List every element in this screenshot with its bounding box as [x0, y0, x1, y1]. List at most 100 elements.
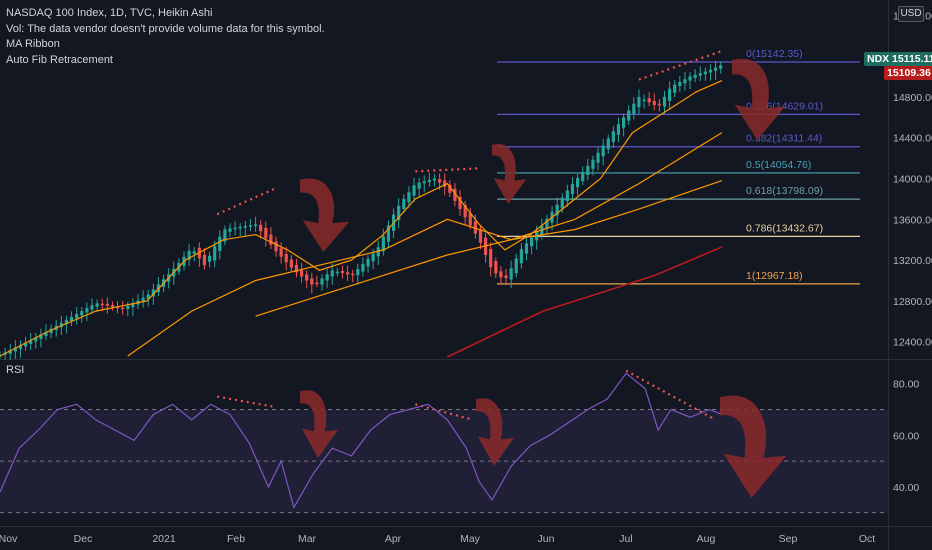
down-arrow-icon	[732, 58, 786, 140]
time-tick-label: Feb	[227, 533, 245, 545]
candle-body	[478, 229, 483, 243]
candle-body	[13, 347, 17, 352]
candle-body	[473, 221, 477, 234]
arrow-shape	[720, 395, 787, 498]
candle-body	[126, 305, 130, 309]
candle-body	[565, 190, 569, 202]
candle-body	[714, 67, 718, 71]
candle-body	[233, 227, 237, 230]
candle-body	[402, 198, 406, 210]
legend-symbol[interactable]: NASDAQ 100 Index, 1D, TVC, Heikin Ashi	[6, 7, 213, 19]
candle-body	[427, 179, 431, 182]
legend-ma-ribbon[interactable]: MA Ribbon	[6, 38, 60, 50]
arrow-shape	[492, 144, 527, 204]
price-tick-label: 12800.00	[893, 296, 932, 308]
candle-body	[504, 275, 508, 279]
candle-body	[519, 249, 523, 264]
candle-body	[90, 305, 94, 310]
down-arrow-icon	[300, 390, 338, 458]
candle-body	[652, 100, 656, 106]
price-divergence-line	[216, 187, 276, 216]
candle-body	[458, 196, 462, 210]
candle-body	[100, 303, 104, 306]
candle-body	[703, 71, 707, 75]
candle-body	[545, 219, 549, 229]
ma-mid-line	[127, 132, 723, 357]
candle-body	[688, 76, 692, 81]
candle-body	[708, 69, 713, 73]
candle-body	[284, 253, 288, 263]
candle-body	[238, 226, 242, 229]
ma-mid2-line	[255, 180, 723, 317]
arrow-shape	[300, 390, 338, 458]
candle-body	[453, 188, 457, 201]
rsi-line	[0, 372, 723, 510]
candle-body	[698, 73, 702, 76]
time-tick-label: 2021	[152, 533, 176, 545]
candle-body	[560, 197, 564, 209]
price-tick-label: 14800.00	[893, 92, 932, 104]
candle-body	[606, 138, 610, 150]
rsi-tick-label: 60.00	[893, 430, 919, 442]
time-tick-label: May	[460, 533, 481, 545]
candle-body	[489, 248, 493, 268]
candle-body	[596, 152, 600, 163]
candle-body	[366, 258, 370, 267]
arrow-shape	[476, 398, 514, 466]
time-tick-label: Dec	[74, 533, 93, 545]
time-tick-label: Jul	[619, 533, 632, 545]
candle-body	[141, 297, 145, 302]
candle-body	[678, 81, 682, 87]
candle-body	[131, 303, 135, 308]
candle-body	[29, 340, 33, 344]
candle-body	[622, 117, 626, 128]
candle-body	[44, 331, 48, 337]
candle-body	[23, 342, 28, 347]
time-tick-label: Apr	[385, 533, 402, 545]
time-tick-label: Mar	[298, 533, 317, 545]
candle-body	[468, 213, 472, 226]
rsi-pane-title[interactable]: RSI	[6, 364, 25, 376]
candle-body	[361, 263, 365, 272]
candle-body	[601, 145, 605, 157]
candle-body	[315, 282, 319, 285]
candle-body	[75, 313, 79, 319]
candle-body	[576, 178, 580, 188]
down-arrow-icon	[492, 144, 527, 204]
candle-body	[305, 274, 309, 281]
price-tick-label: 13200.00	[893, 255, 932, 267]
candle-body	[151, 289, 155, 297]
down-arrow-icon	[300, 178, 350, 252]
ma-slow-line	[446, 246, 723, 358]
time-tick-label: Sep	[779, 533, 798, 545]
candle-body	[586, 165, 590, 175]
candle-body	[499, 271, 503, 278]
symbol-tag: NDX	[864, 52, 893, 66]
candle-body	[463, 205, 467, 218]
legend-fib[interactable]: Auto Fib Retracement	[6, 53, 113, 66]
rsi-divergence-line	[415, 403, 474, 421]
candle-body	[218, 236, 222, 251]
candle-body	[494, 261, 498, 274]
candle-body	[274, 241, 278, 252]
legend-volume: Vol: The data vendor doesn't provide vol…	[6, 22, 325, 35]
price-tick-label: 13600.00	[893, 214, 932, 226]
candle-body	[668, 88, 672, 101]
candle-body	[642, 99, 646, 102]
second-price-tag: 15109.36	[884, 66, 932, 80]
price-tick-label: 12400.00	[893, 337, 932, 349]
time-tick-label: Jun	[538, 533, 555, 545]
candle-body	[351, 273, 355, 276]
candle-body	[683, 79, 687, 84]
candle-body	[223, 229, 227, 242]
candle-body	[59, 322, 63, 328]
candle-body	[95, 303, 99, 307]
currency-badge[interactable]: USD	[898, 6, 924, 22]
candle-body	[207, 255, 212, 262]
candle-body	[448, 184, 452, 193]
arrow-shape	[732, 58, 786, 140]
candle-body	[259, 224, 263, 232]
candle-body	[187, 250, 191, 260]
candle-body	[325, 274, 329, 281]
